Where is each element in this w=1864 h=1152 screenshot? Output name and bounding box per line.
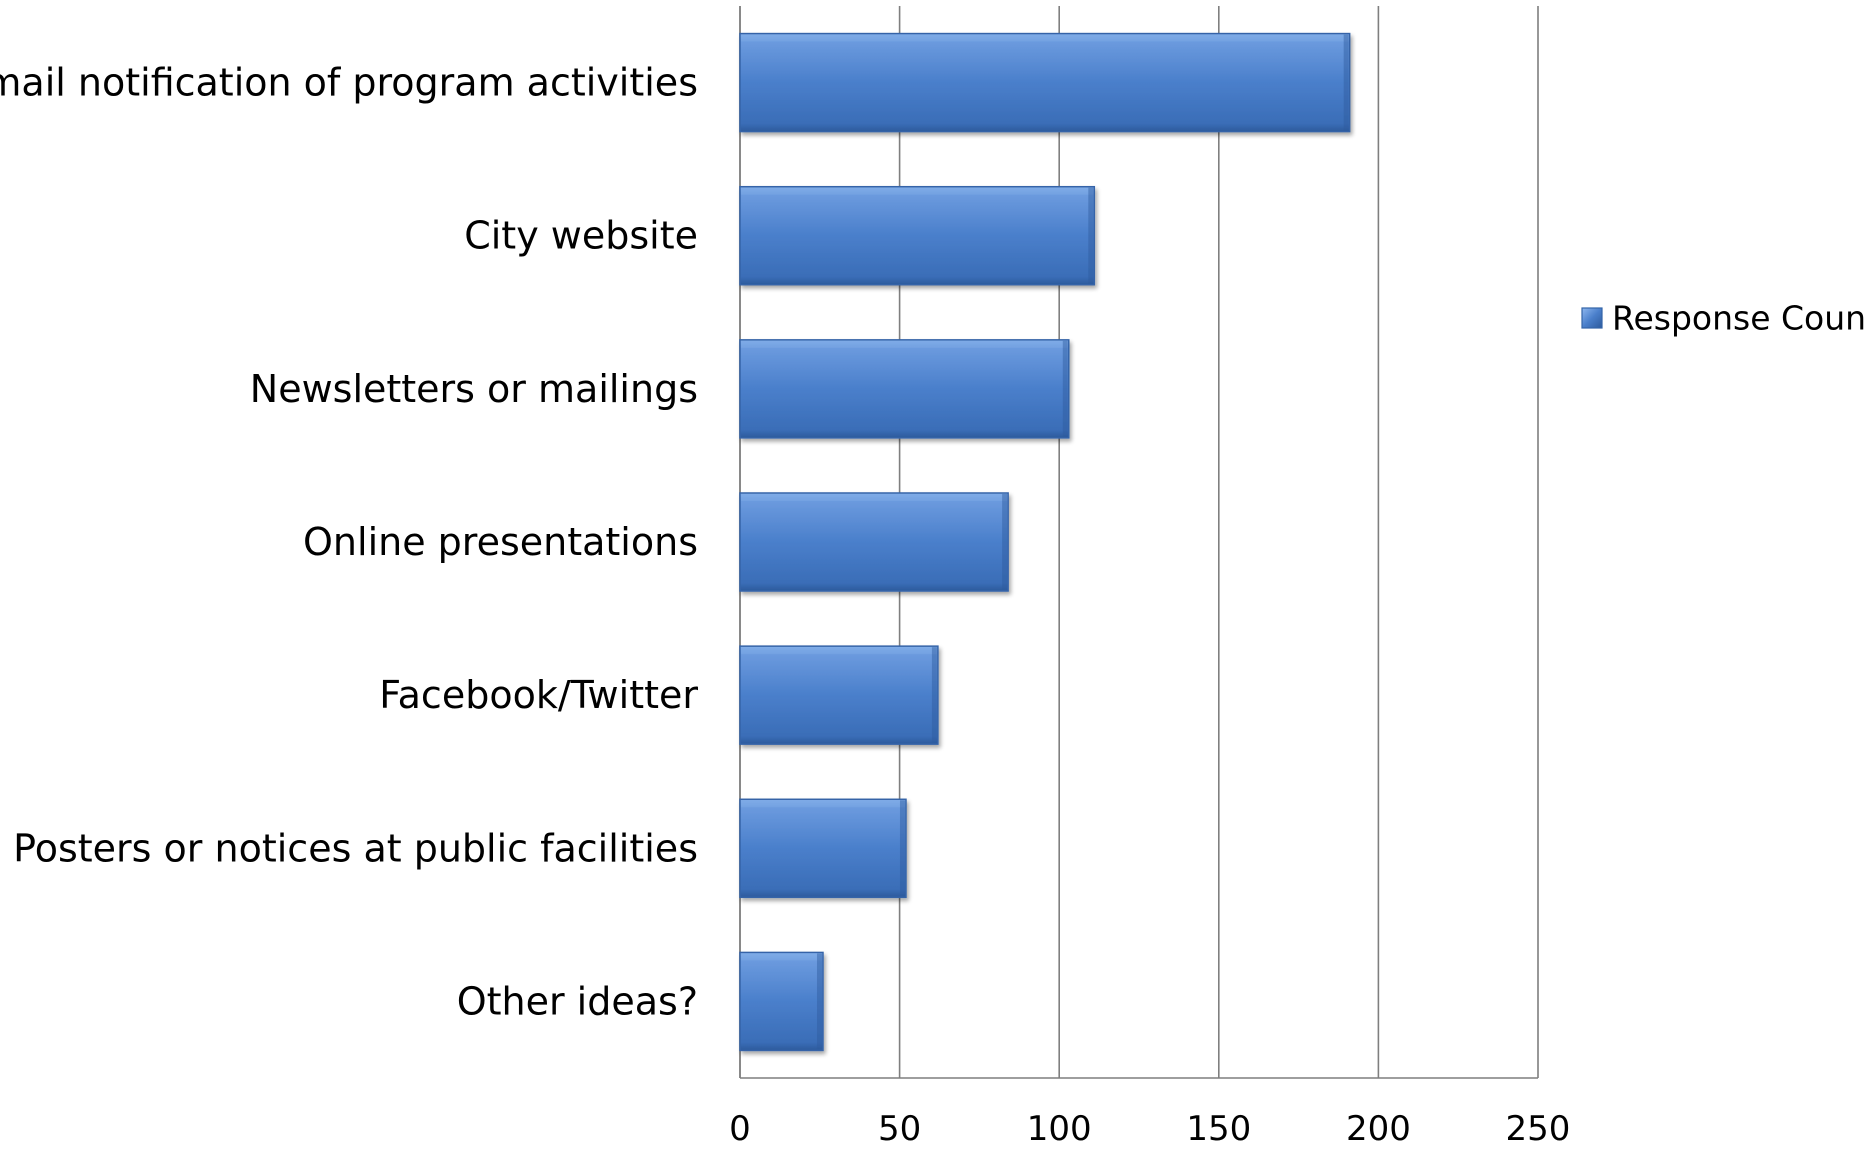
bar <box>739 339 1070 439</box>
bar-edge <box>1343 34 1349 131</box>
bar-body <box>739 185 1096 286</box>
x-tick-label: 200 <box>1346 1109 1411 1149</box>
category-label: E-mail notification of program activitie… <box>0 61 698 105</box>
bar-body <box>739 951 824 1052</box>
bar <box>739 32 1351 133</box>
bar <box>739 185 1096 286</box>
category-label: Posters or notices at public facilities <box>13 826 698 870</box>
bar-edge <box>1002 494 1008 590</box>
bar-edge <box>931 647 937 744</box>
x-tick-label: 100 <box>1027 1109 1092 1149</box>
x-tick-label: 0 <box>729 1109 751 1149</box>
x-axis-tick-labels: 0 50 100 150 200 250 <box>729 1109 1570 1149</box>
bar-body <box>739 32 1351 133</box>
bar-body <box>739 645 939 745</box>
bar-edge <box>816 953 822 1050</box>
bar-highlight <box>741 187 1094 195</box>
bar-body <box>739 492 1009 592</box>
category-labels: E-mail notification of program activitie… <box>0 61 698 1024</box>
bar-highlight <box>741 494 1008 501</box>
legend-swatch <box>1581 307 1603 329</box>
category-label: Newsletters or mailings <box>250 367 698 411</box>
bar <box>739 798 907 899</box>
legend-label: Response Count <box>1612 299 1864 338</box>
bar-highlight <box>741 34 1349 42</box>
x-tick-label: 150 <box>1186 1109 1251 1149</box>
legend: Response Count <box>1581 299 1864 338</box>
bar-edge <box>1062 340 1068 437</box>
bar-edge <box>1088 187 1094 284</box>
bar <box>739 951 824 1052</box>
category-label: Other ideas? <box>457 979 698 1023</box>
bar <box>739 645 939 745</box>
category-label: Online presentations <box>303 520 698 564</box>
bar-body <box>739 339 1070 439</box>
category-label: Facebook/Twitter <box>379 673 698 717</box>
bars <box>739 32 1351 1052</box>
gridlines <box>739 6 1539 1079</box>
category-label: City website <box>464 214 698 258</box>
bar-highlight <box>741 953 822 961</box>
bar <box>739 492 1009 592</box>
x-tick-label: 250 <box>1506 1109 1571 1149</box>
bar-body <box>739 798 907 899</box>
bar-highlight <box>741 647 937 655</box>
x-tick-label: 50 <box>878 1109 921 1149</box>
bar-edge <box>899 800 905 897</box>
bar-highlight <box>741 340 1068 348</box>
bar-highlight <box>741 800 905 808</box>
